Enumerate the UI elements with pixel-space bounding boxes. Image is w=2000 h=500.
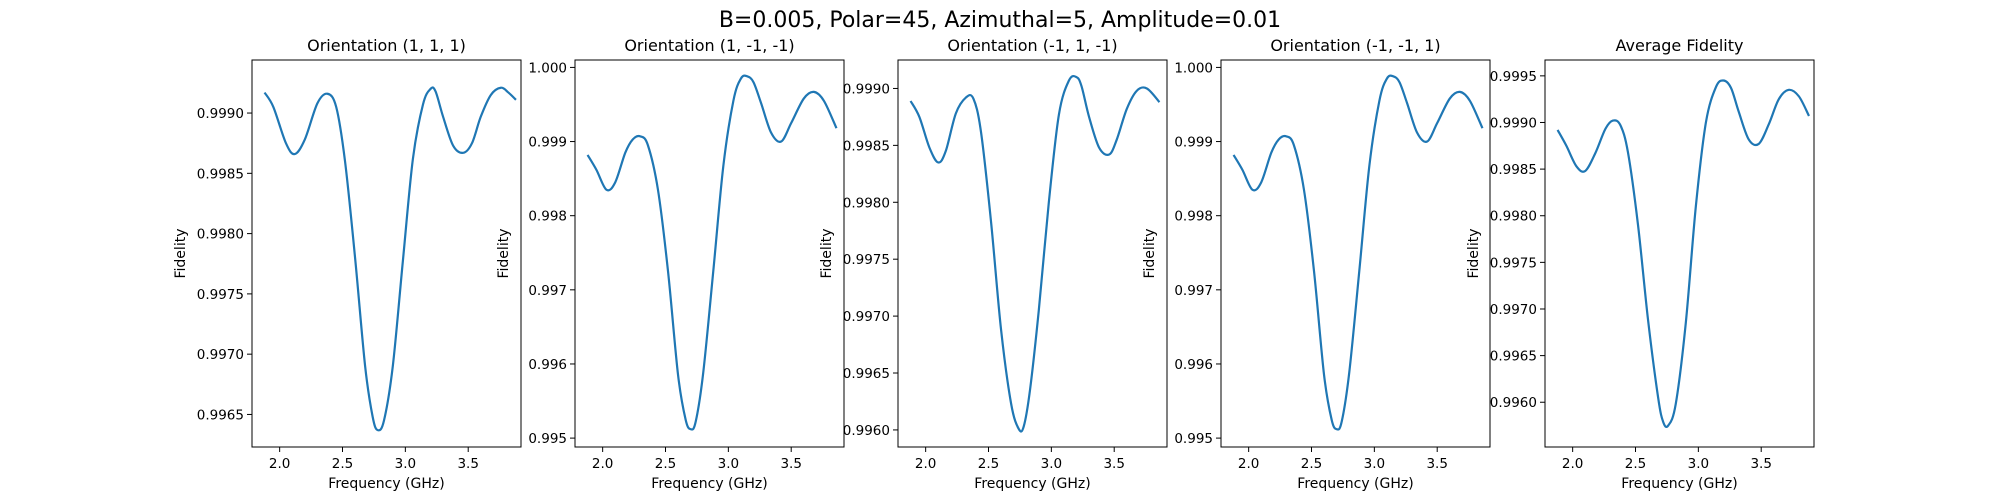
x-tick-label: 3.0: [1688, 456, 1709, 472]
x-axis-label: Frequency (GHz): [328, 476, 444, 492]
y-tick-label: 0.997: [1174, 283, 1213, 299]
x-tick-label: 2.0: [592, 456, 613, 472]
x-tick-label: 2.0: [915, 456, 936, 472]
x-axis-label: Frequency (GHz): [651, 476, 767, 492]
y-tick-label: 0.9970: [197, 347, 244, 363]
y-tick-label: 0.997: [528, 283, 567, 299]
axes-frame: [251, 59, 522, 448]
y-tick-label: 0.996: [528, 357, 567, 373]
subplot-title: Average Fidelity: [1616, 36, 1744, 55]
y-tick-label: 0.9975: [1490, 255, 1537, 271]
x-tick-label: 2.5: [332, 456, 353, 472]
x-tick-label: 2.0: [269, 456, 290, 472]
y-axis-label: Fidelity: [1142, 229, 1158, 279]
fidelity-line-series-1: [263, 86, 517, 432]
y-tick-label: 0.9990: [197, 106, 244, 122]
subplot-2: Orientation (1, -1, -1) 2.0 2.5 3.0 3.5 0.995…: [496, 36, 845, 492]
y-axis-label: Fidelity: [496, 229, 512, 279]
y-tick-label: 0.9990: [843, 81, 890, 97]
axes-frame: [1544, 59, 1815, 448]
y-tick-label: 0.9965: [1490, 349, 1537, 365]
y-tick-label: 0.998: [1174, 209, 1213, 225]
x-tick-label: 3.5: [1103, 456, 1124, 472]
subplot-title: Orientation (-1, -1, 1): [1270, 36, 1440, 55]
x-axis-label: Frequency (GHz): [1621, 476, 1737, 492]
y-tick-label: 0.995: [1174, 431, 1213, 447]
fidelity-line-series-1: [586, 74, 838, 431]
subplot-grid: Orientation (1, 1, 1) 2.0 2.5 3.0 3.5 0.9965 0…: [173, 36, 1815, 492]
x-tick-label: 2.5: [1625, 456, 1646, 472]
x-tick-label: 2.5: [1301, 456, 1322, 472]
axes-frame: [897, 59, 1168, 448]
y-tick-label: 1.000: [1174, 60, 1213, 76]
y-tick-label: 0.9985: [1490, 162, 1537, 178]
x-tick-label: 2.5: [655, 456, 676, 472]
x-tick-label: 3.5: [1426, 456, 1447, 472]
x-tick-label: 2.5: [978, 456, 999, 472]
y-tick-label: 0.9970: [843, 309, 890, 325]
y-tick-label: 1.000: [528, 60, 567, 76]
y-axis-label: Fidelity: [173, 229, 189, 279]
y-tick-label: 0.9960: [843, 423, 890, 439]
x-tick-label: 2.0: [1238, 456, 1259, 472]
y-axis-label: Fidelity: [1466, 229, 1482, 279]
x-axis-label: Frequency (GHz): [1297, 476, 1413, 492]
y-tick-label: 0.9975: [197, 287, 244, 303]
x-tick-label: 3.0: [1364, 456, 1385, 472]
x-tick-label: 3.5: [1750, 456, 1771, 472]
y-tick-label: 0.9980: [197, 227, 244, 243]
y-tick-label: 0.9990: [1490, 115, 1537, 131]
y-tick-label: 0.9995: [1490, 69, 1537, 85]
y-tick-label: 0.9985: [843, 138, 890, 154]
x-tick-label: 3.0: [718, 456, 739, 472]
subplot-5: Average Fidelity 2.0 2.5 3.0 3.5 0.9960 0.9965…: [1466, 36, 1815, 492]
y-tick-label: 0.995: [528, 431, 567, 447]
y-tick-label: 0.9960: [1490, 395, 1537, 411]
subplot-title: Orientation (1, 1, 1): [307, 36, 466, 55]
y-tick-label: 0.9980: [843, 195, 890, 211]
fidelity-line-series-1: [1232, 74, 1484, 431]
y-tick-label: 0.9965: [843, 366, 890, 382]
x-tick-label: 3.5: [457, 456, 478, 472]
x-tick-label: 3.5: [780, 456, 801, 472]
fidelity-line-series-1: [909, 74, 1161, 433]
y-tick-label: 0.9980: [1490, 209, 1537, 225]
y-tick-label: 0.999: [1174, 135, 1213, 151]
x-tick-label: 2.0: [1562, 456, 1583, 472]
axes-frame: [574, 59, 845, 448]
x-tick-label: 3.0: [1041, 456, 1062, 472]
fidelity-line-series-1: [1556, 79, 1810, 428]
x-axis-label: Frequency (GHz): [974, 476, 1090, 492]
y-tick-label: 0.9970: [1490, 302, 1537, 318]
x-tick-label: 3.0: [395, 456, 416, 472]
y-tick-label: 0.9975: [843, 252, 890, 268]
subplot-3: Orientation (-1, 1, -1) 2.0 2.5 3.0 3.5 0.996…: [819, 36, 1168, 492]
subplot-4: Orientation (-1, -1, 1) 2.0 2.5 3.0 3.5 0.995…: [1142, 36, 1491, 492]
subplot-1: Orientation (1, 1, 1) 2.0 2.5 3.0 3.5 0.9965 0…: [173, 36, 522, 492]
y-tick-label: 0.996: [1174, 357, 1213, 373]
y-tick-label: 0.999: [528, 135, 567, 151]
subplot-title: Orientation (-1, 1, -1): [947, 36, 1117, 55]
subplot-title: Orientation (1, -1, -1): [624, 36, 794, 55]
figure-title: B=0.005, Polar=45, Azimuthal=5, Amplitud…: [719, 8, 1281, 33]
y-tick-label: 0.998: [528, 209, 567, 225]
y-tick-label: 0.9985: [197, 166, 244, 182]
y-tick-label: 0.9965: [197, 407, 244, 423]
axes-frame: [1220, 59, 1491, 448]
y-axis-label: Fidelity: [819, 229, 835, 279]
